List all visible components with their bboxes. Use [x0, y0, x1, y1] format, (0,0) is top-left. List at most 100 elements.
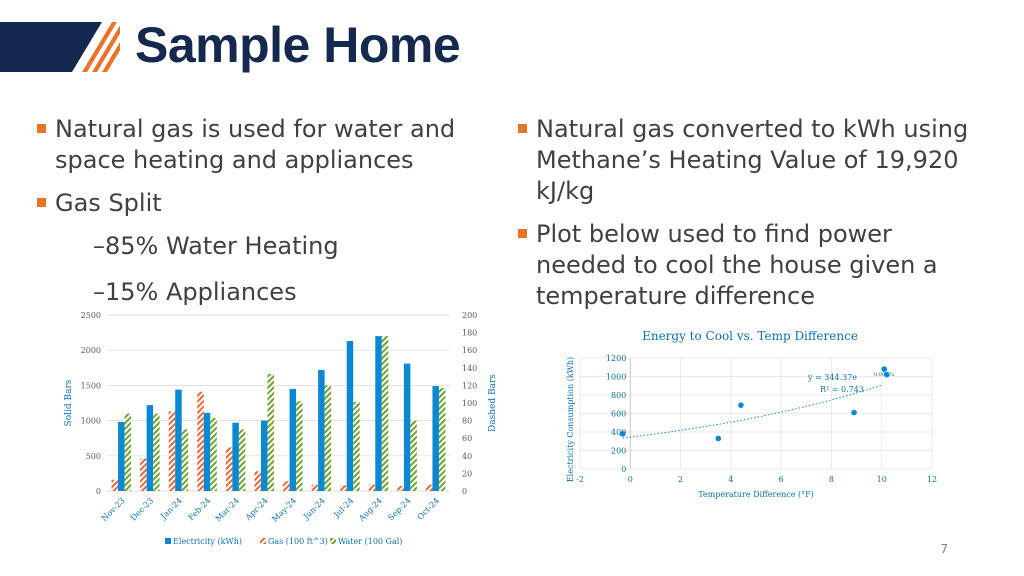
x-tick-label: Sep-24	[386, 496, 412, 522]
y-right-tick-label: 200	[462, 311, 477, 320]
scatter-point	[619, 431, 626, 437]
bar-electricity	[146, 405, 154, 491]
x-tick-label: Aug-24	[356, 496, 384, 524]
x-tick-label: 10	[877, 475, 887, 484]
bar-gas	[111, 479, 119, 491]
x-tick-label: Feb-24	[186, 496, 212, 522]
trendline-r2: R² = 0.743	[820, 385, 864, 394]
monthly-usage-bar-chart: 0 500 1000 1500 2000 2500 0 20 40 60 80 100 120 140 16…	[64, 311, 498, 546]
y-tick-label: 1200	[606, 354, 626, 363]
x-tick-label: Apr-24	[243, 496, 270, 523]
bar-water	[124, 413, 132, 491]
bar-electricity	[318, 369, 325, 491]
bar-electricity	[289, 388, 297, 491]
bar-water	[381, 336, 389, 491]
slide-title: Sample Home	[135, 17, 461, 73]
bar-electricity	[203, 412, 211, 491]
bar-electricity	[232, 422, 239, 491]
energy-vs-temp-scatter-chart: Energy to Cool vs. Temp Difference -2 0 2 4 6…	[566, 329, 937, 499]
y-right-tick-label: 100	[462, 399, 477, 408]
page-number: 7	[940, 542, 948, 556]
scatter-point	[715, 435, 722, 442]
bar-electricity	[375, 336, 382, 491]
bar-electricity	[118, 422, 125, 491]
bar-gas	[425, 484, 433, 491]
bar-electricity	[403, 363, 411, 491]
trendline-exponent: 0.0967x	[874, 372, 894, 378]
right-bullet-list: Natural gas converted to kWh using Metha…	[518, 114, 978, 324]
x-tick-label: 0	[628, 475, 633, 484]
scatter-point	[883, 371, 890, 378]
x-tick-label: Jul-24	[331, 496, 355, 520]
bar-water	[267, 373, 274, 491]
bar-water	[210, 417, 217, 491]
y-right-tick-label: 40	[462, 452, 472, 461]
y-tick-label: 600	[611, 410, 626, 419]
bullet-item: –85% Water Heating	[93, 232, 339, 260]
bar-water	[153, 413, 160, 491]
x-tick-label: Mar-24	[214, 496, 241, 523]
bar-gas	[197, 391, 204, 491]
bar-electricity	[432, 386, 439, 491]
bullet-item: Plot below used to find power needed to …	[518, 219, 978, 312]
bar-water	[353, 402, 360, 491]
scatter-point	[851, 409, 857, 416]
bar-gas	[311, 484, 319, 491]
x-tick-label: 8	[829, 475, 834, 484]
y-axis-label: Electricity Consumption (kWh)	[566, 357, 575, 482]
y-axis-label: Solid Bars	[64, 379, 74, 426]
x-tick-label: May-24	[270, 496, 298, 524]
bullet-item: –15% Appliances	[93, 278, 297, 306]
y-right-tick-label: 80	[462, 417, 472, 426]
y-right-tick-label: 140	[462, 364, 477, 373]
bar-electricity	[260, 420, 268, 491]
x-tick-label: -2	[576, 475, 584, 484]
y-right-tick-label: 180	[462, 329, 477, 338]
x-tick-label: Jan-24	[158, 496, 183, 521]
y-tick-label: 1500	[81, 381, 101, 390]
legend-swatch	[330, 538, 336, 544]
bar-water	[410, 420, 417, 491]
y-tick-label: 1000	[81, 417, 101, 426]
x-tick-label: Oct-24	[416, 496, 442, 522]
y-tick-label: 0	[621, 465, 626, 474]
y-tick-label: 400	[611, 428, 626, 437]
y-tick-label: 0	[96, 487, 101, 496]
x-tick-label: Jun-24	[301, 496, 327, 522]
bar-electricity	[346, 341, 354, 491]
y-right-axis-label: Dashed Bars	[488, 374, 498, 432]
scatter-point	[738, 402, 744, 408]
x-tick-label: Dec-23	[129, 496, 156, 523]
bar-water	[438, 388, 446, 491]
legend-swatch	[260, 538, 266, 544]
y-right-tick-label: 60	[462, 434, 472, 443]
legend-label: Gas (100 ft^3)	[268, 537, 328, 546]
bar-gas	[397, 486, 404, 491]
y-tick-label: 800	[611, 391, 626, 400]
y-tick-label: 200	[611, 447, 626, 456]
y-right-tick-label: 120	[462, 381, 477, 390]
bar-gas	[254, 471, 261, 491]
trendline-equation: y = 344.37e	[807, 373, 857, 382]
bar-gas	[368, 484, 376, 491]
bar-water	[324, 385, 332, 491]
y-right-tick-label: 0	[462, 487, 467, 496]
y-tick-label: 2500	[81, 311, 101, 320]
y-right-tick-label: 20	[462, 469, 472, 478]
legend-swatch	[165, 538, 171, 544]
y-right-tick-label: 160	[462, 346, 477, 355]
bar-gas	[140, 458, 147, 491]
y-tick-label: 1000	[606, 373, 626, 382]
bar-gas	[283, 481, 290, 491]
legend-label: Water (100 Gal)	[338, 537, 402, 546]
trendline	[622, 384, 884, 439]
bar-water	[238, 429, 246, 491]
x-tick-label: 2	[678, 475, 683, 484]
legend-label: Electricity (kWh)	[173, 537, 242, 546]
bar-water	[296, 401, 303, 491]
y-tick-label: 500	[86, 452, 101, 461]
bar-gas	[225, 447, 233, 491]
bar-water	[181, 429, 189, 491]
x-tick-label: 12	[927, 475, 937, 484]
bullet-item: Natural gas is used for water and space …	[37, 114, 517, 176]
